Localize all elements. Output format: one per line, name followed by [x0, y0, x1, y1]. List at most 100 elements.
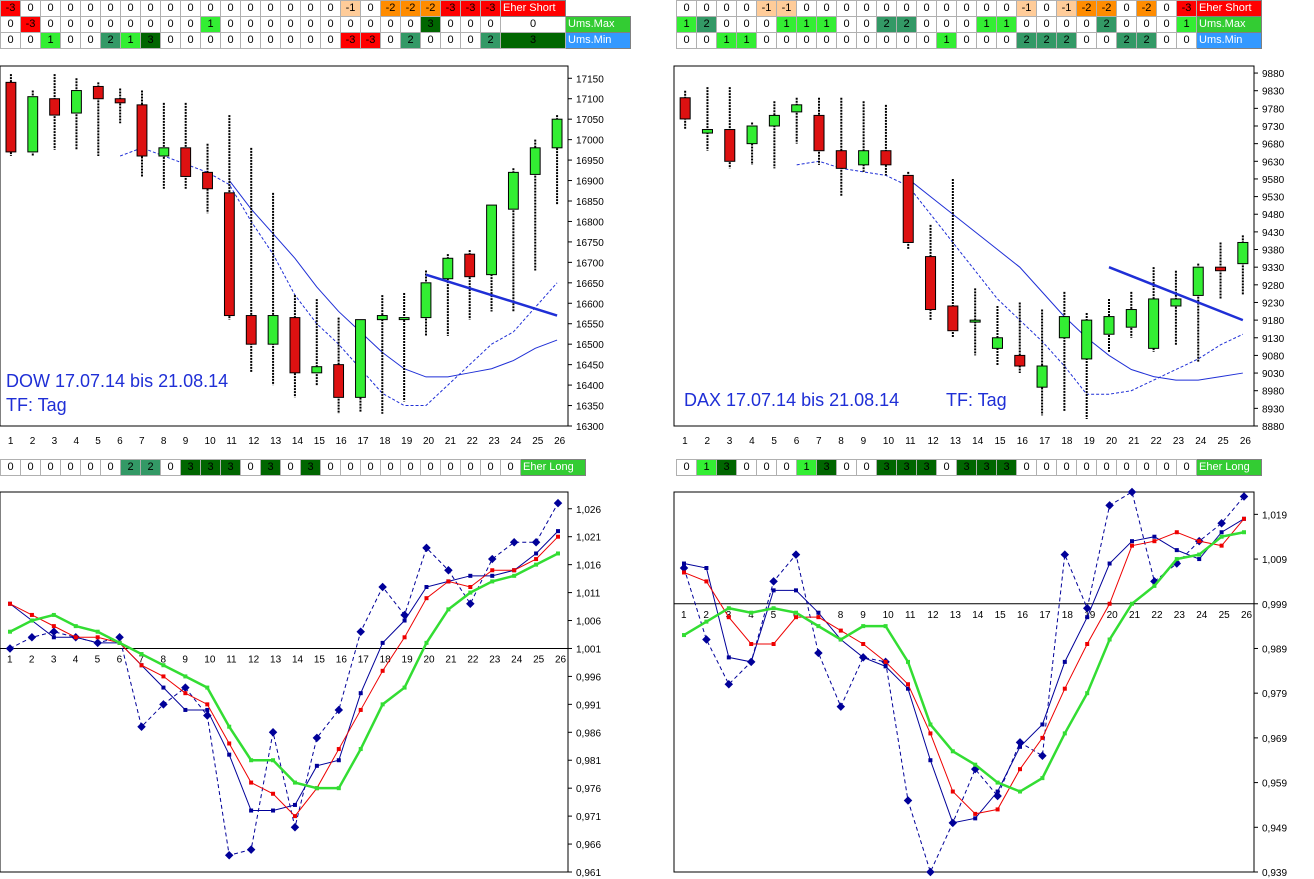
series-point [512, 568, 517, 573]
y-tick-label: 16300 [576, 422, 604, 433]
y-tick-label: 16400 [576, 381, 604, 392]
signal-cell: 1 [736, 32, 757, 49]
signal-cell: -1 [340, 0, 361, 17]
x-tick-label: 15 [314, 436, 326, 447]
signal-cell: 0 [1156, 459, 1177, 476]
x-tick-label: 10 [883, 610, 895, 621]
y-tick-label: 1,019 [1262, 510, 1287, 521]
signal-cell: 0 [380, 459, 401, 476]
series-line [683, 518, 1245, 815]
signal-cell: 3 [816, 459, 837, 476]
candle-body [791, 104, 803, 113]
series-point [1152, 534, 1157, 539]
signal-cell: 3 [876, 459, 897, 476]
signal-cell: 0 [796, 0, 817, 17]
signal-cell: 0 [896, 32, 917, 49]
series-point [29, 618, 34, 623]
y-tick-label: 17150 [576, 74, 604, 85]
series-point [8, 601, 12, 606]
x-tick-label: 25 [533, 654, 545, 665]
signal-cell: 0 [1036, 459, 1057, 476]
series-point [814, 648, 823, 658]
x-tick-label: 5 [95, 654, 101, 665]
signal-cell: 0 [440, 32, 461, 49]
signal-cell: 0 [220, 0, 241, 17]
x-tick-label: 3 [727, 436, 733, 447]
series-point [704, 619, 709, 624]
signal-cell: -3 [480, 0, 501, 17]
series-point [1018, 767, 1022, 772]
series-point [883, 624, 888, 629]
signal-cell: 3 [956, 459, 977, 476]
x-tick-label: 26 [555, 654, 567, 665]
signal-cell: 0 [180, 32, 201, 49]
signal-cell: 0 [956, 0, 977, 17]
y-tick-label: 0,959 [1262, 779, 1287, 790]
x-tick-label: 15 [995, 610, 1007, 621]
x-tick-label: 26 [554, 436, 566, 447]
x-tick-label: 10 [883, 436, 895, 447]
series-point [334, 705, 344, 715]
signal-cell: 0 [460, 32, 481, 49]
series-point [682, 561, 686, 566]
series-point [249, 780, 254, 785]
signal-cell: 0 [1056, 16, 1077, 33]
signal-cell: 0 [1136, 459, 1157, 476]
x-tick-label: 14 [972, 436, 984, 447]
candle-body [398, 317, 410, 321]
candle-body [158, 147, 170, 157]
signal-cell: 0 [1136, 16, 1157, 33]
x-tick-label: 18 [380, 654, 392, 665]
signal-cell: 0 [440, 459, 461, 476]
signal-cell: 0 [80, 16, 101, 33]
series-point [1219, 530, 1224, 535]
signal-cell: 1 [996, 16, 1017, 33]
x-tick-label: 12 [927, 610, 939, 621]
y-tick-label: 16900 [576, 177, 604, 188]
signal-cell: 1 [936, 32, 957, 49]
series-point [29, 612, 34, 617]
signal-cell: 0 [20, 459, 41, 476]
series-point [973, 811, 978, 816]
series-point [183, 691, 188, 696]
dow-oscillator-panel: 0,961 0,966 0,971 0,976 0,981 0,986 0,991 0,996… [0, 478, 614, 879]
signal-cell: 3 [220, 459, 241, 476]
signal-cell: 0 [836, 16, 857, 33]
signal-cell: 0 [60, 32, 81, 49]
signal-cell: 3 [200, 459, 221, 476]
signal-cell: 2 [100, 32, 121, 49]
series-point [139, 663, 144, 668]
candle-body [311, 366, 323, 374]
signal-cell: -3 [1176, 0, 1197, 17]
candle-body [355, 319, 366, 398]
signal-cell: 0 [1016, 459, 1037, 476]
candle-body [880, 150, 892, 166]
signal-cell: 0 [500, 16, 566, 33]
candle-body [5, 81, 17, 153]
signal-cell: 0 [420, 32, 441, 49]
series-point [227, 752, 232, 757]
signal-cell: 1 [40, 32, 61, 49]
signal-cell: 0 [260, 0, 281, 17]
signal-cell: 0 [1156, 16, 1177, 33]
candle-body [529, 147, 541, 175]
signal-cell: 0 [676, 0, 697, 17]
series-point [290, 823, 300, 832]
series-point [1018, 789, 1022, 794]
series-line [9, 536, 559, 817]
series-point [249, 758, 254, 763]
y-tick-label: 0,961 [576, 868, 601, 879]
series-point [49, 627, 59, 636]
signal-cell: 1 [816, 16, 837, 33]
series-point [292, 780, 297, 785]
signal-cell: 0 [876, 0, 897, 17]
dow-signal-table-bottom: 0 0 0 0 0 0 2 2 0 3 3 3 0 3 0 3 0 0 0 0 0 0 0 0 0 0 Eher Long [0, 459, 586, 476]
signal-cell: 0 [776, 32, 797, 49]
series-point [1018, 744, 1022, 749]
signal-row-label: Ums.Min [1196, 32, 1262, 49]
signal-cell: -3 [360, 32, 381, 49]
candle-body [92, 85, 104, 100]
series-point [249, 808, 254, 813]
x-tick-label: 17 [1039, 436, 1051, 447]
x-tick-label: 13 [950, 610, 962, 621]
